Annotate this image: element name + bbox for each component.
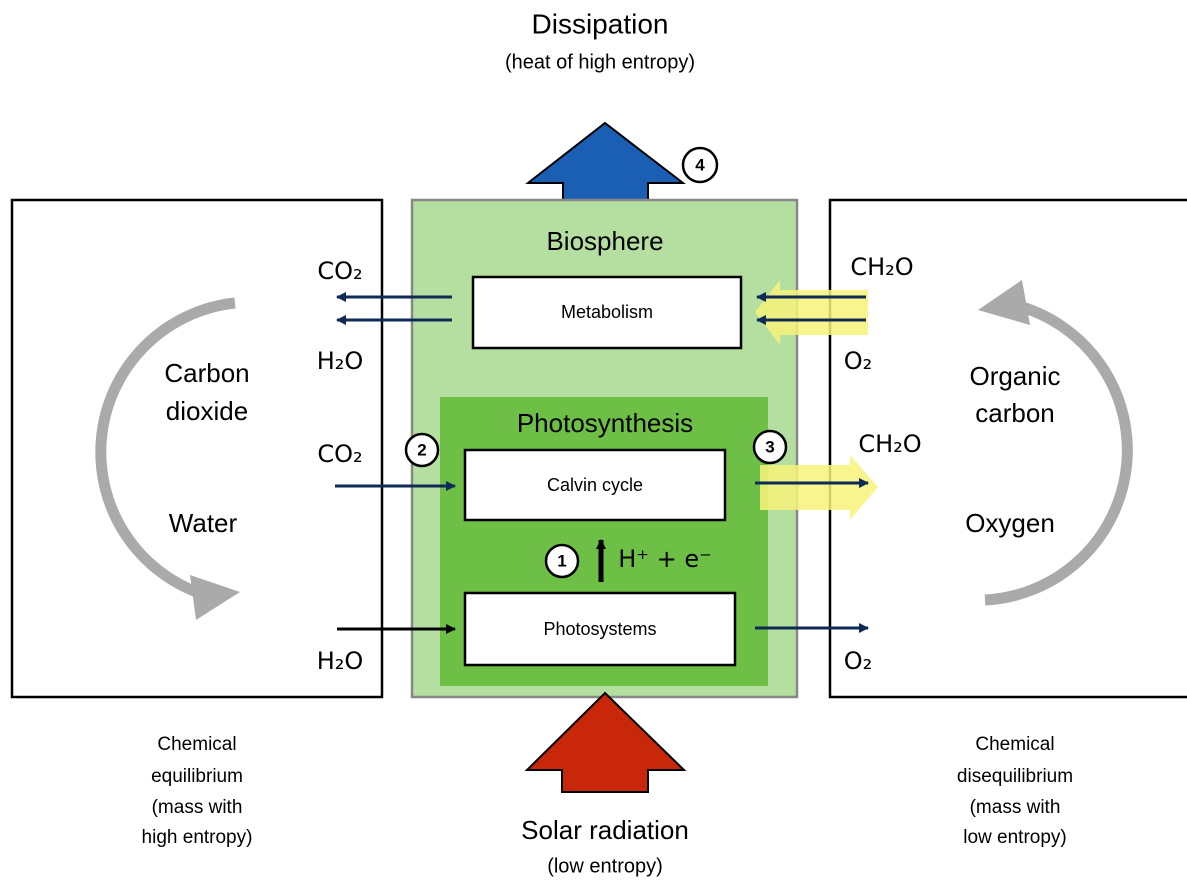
electron-label: H⁺ + e⁻: [618, 545, 712, 573]
badge: [752, 429, 788, 465]
bottom-title: Solar radiation: [521, 815, 689, 845]
metabolism-label: Metabolism: [561, 302, 653, 322]
cycle-arrowhead: [978, 280, 1030, 325]
cycle-label: Organic: [969, 361, 1060, 391]
caption: (mass with: [152, 797, 243, 818]
cycle-label: Oxygen: [965, 508, 1055, 538]
yellow-arrow: [760, 455, 878, 520]
calvin-label: Calvin cycle: [547, 475, 643, 495]
calvin-box: [463, 448, 727, 522]
flow-label: CO₂: [317, 440, 362, 468]
photosynthesis-title: Photosynthesis: [517, 408, 693, 438]
cycle-label: Water: [169, 508, 238, 538]
flow-label: O₂: [844, 347, 873, 375]
cycle-label: dioxide: [166, 396, 248, 426]
badge-text: 1: [557, 551, 566, 570]
flow-label: H₂O: [317, 347, 364, 375]
caption: disequilibrium: [957, 766, 1073, 787]
flow-label: CO₂: [317, 257, 362, 285]
subtitle: (heat of high entropy): [505, 51, 695, 73]
cycle-arrow: [95, 297, 236, 601]
badge-text: 4: [695, 155, 705, 174]
photosystems-box: [463, 591, 737, 667]
cycle-label: carbon: [975, 398, 1055, 428]
cycle-arrow: [984, 299, 1133, 606]
badge: [404, 432, 440, 468]
biosphere-title: Biosphere: [546, 226, 663, 256]
bottom-subtitle: (low entropy): [547, 855, 663, 877]
badge: [544, 543, 580, 579]
photosystems-label: Photosystems: [543, 619, 656, 639]
caption: Chemical: [157, 734, 236, 755]
caption: low entropy): [963, 827, 1067, 848]
badge: [681, 146, 719, 184]
badge-text: 3: [765, 437, 774, 456]
flow-label: CH₂O: [858, 430, 921, 458]
cycle-arrowhead: [190, 575, 240, 620]
title: Dissipation: [532, 8, 669, 39]
caption: equilibrium: [151, 766, 243, 787]
flow-label: CH₂O: [850, 253, 913, 281]
flow-label: O₂: [844, 647, 873, 675]
badge-text: 2: [417, 440, 426, 459]
metabolism-box: [471, 275, 743, 350]
solar-arrow: [524, 691, 687, 793]
caption: high entropy): [142, 827, 253, 848]
caption: (mass with: [970, 797, 1061, 818]
flow-label: H₂O: [317, 647, 364, 675]
caption: Chemical: [975, 734, 1054, 755]
cycle-label: Carbon: [164, 358, 249, 388]
